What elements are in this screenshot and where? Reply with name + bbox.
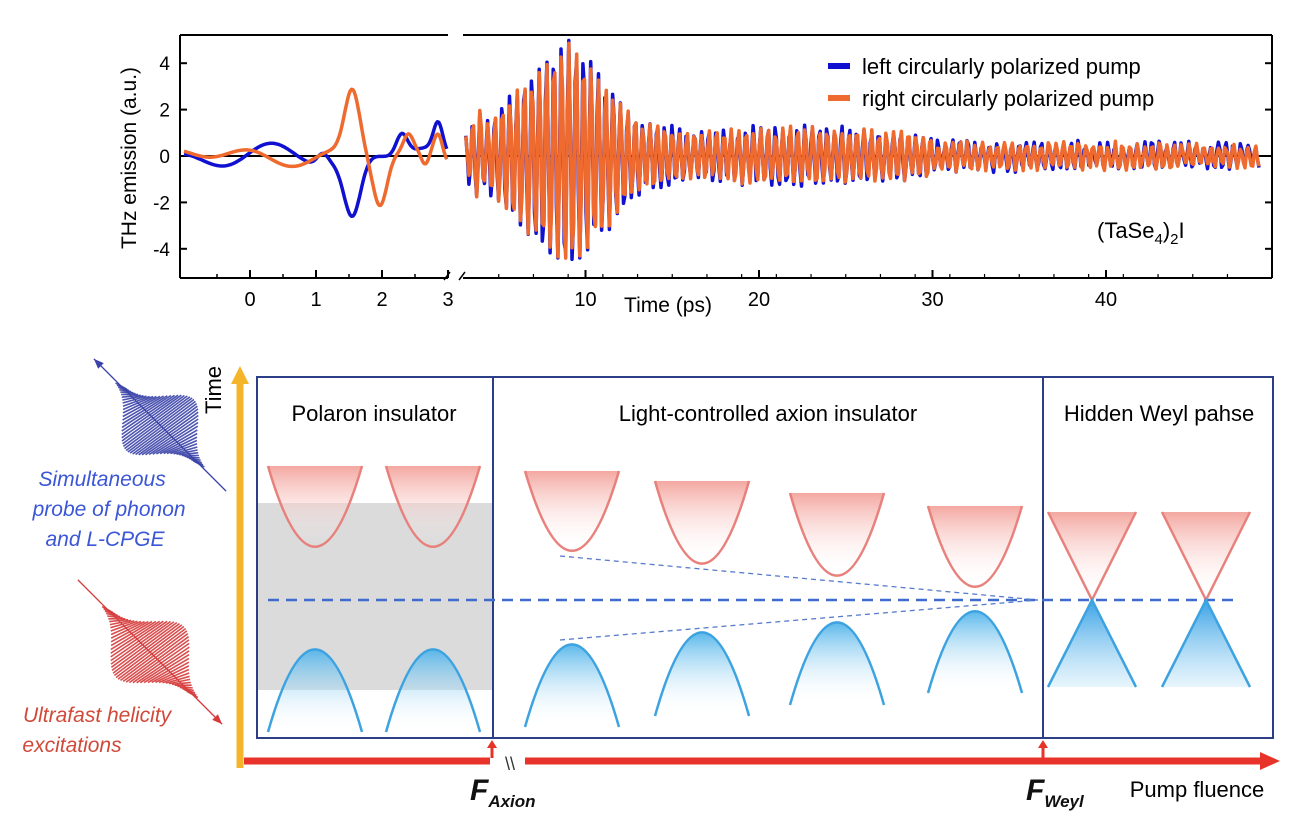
probe-label: Simultaneous probe of phonon and L-CPGE — [32, 468, 192, 551]
panel-title-weyl: Hidden Weyl pahse — [1064, 401, 1254, 426]
valence-band — [653, 631, 751, 717]
valence-band — [926, 610, 1024, 694]
series-right-circular — [183, 41, 1261, 260]
x-tick-label: 20 — [748, 289, 770, 311]
x-tick-label: 30 — [921, 289, 943, 311]
f-axion-label: FAxion — [470, 774, 536, 811]
x-tick-label: 0 — [244, 289, 255, 311]
x-tick-label: 3 — [442, 289, 453, 311]
chart-legend: left circularly polarized pump right cir… — [828, 54, 1154, 111]
series-line-right-seg2 — [464, 41, 1261, 260]
legend-label-left: left circularly polarized pump — [862, 54, 1141, 79]
fluence-axis-arrowhead — [1260, 752, 1280, 770]
valence-band — [788, 621, 886, 706]
time-axis-label: Time — [201, 366, 226, 414]
valence-band — [384, 648, 482, 733]
weyl-marker-arrow — [1038, 740, 1048, 748]
axis-break-mark — [458, 271, 466, 281]
x-tick-label: 40 — [1095, 289, 1117, 311]
conduction-band — [653, 480, 751, 565]
fluence-axis-label: Pump fluence — [1130, 777, 1265, 802]
y-tick-label: 2 — [159, 101, 170, 122]
axion-marker-arrow — [487, 740, 497, 748]
legend-label-right: right circularly polarized pump — [862, 86, 1154, 111]
y-tick-label: -4 — [153, 240, 170, 261]
conduction-band — [788, 492, 886, 577]
y-axis-label: THz emission (a.u.) — [118, 67, 141, 249]
x-ticks: 0 1 2 3 10 20 30 40 — [216, 270, 1229, 311]
probe-pulse-icon — [93, 358, 227, 492]
phase-diagram: Time \\ Pump fluence FAxion FWeyl Polaro… — [22, 358, 1280, 811]
weyl-cone — [1046, 511, 1138, 688]
panel-title-polaron: Polaron insulator — [291, 401, 456, 426]
material-label: (TaSe4)2I — [1097, 218, 1185, 248]
conduction-band — [926, 505, 1024, 588]
y-ticks: 4 2 0 -2 -4 — [153, 54, 1272, 261]
y-tick-label: 4 — [159, 54, 170, 75]
conduction-band — [266, 465, 364, 548]
valence-band — [266, 648, 364, 733]
fluence-axis-break: \\ — [505, 754, 515, 774]
gap-convergence-lower — [559, 599, 1039, 641]
band-structures — [266, 465, 1252, 733]
x-tick-label: 1 — [310, 289, 321, 311]
panel-frame-weyl — [1042, 376, 1274, 739]
time-axis-arrowhead — [231, 366, 249, 384]
f-weyl-label: FWeyl — [1026, 774, 1085, 811]
panel-title-axion: Light-controlled axion insulator — [619, 401, 917, 426]
series-line-right-seg1 — [183, 87, 449, 208]
conduction-band — [384, 465, 482, 548]
weyl-cone — [1160, 511, 1252, 688]
y-tick-label: -2 — [153, 193, 170, 214]
y-tick-label: 0 — [159, 147, 170, 168]
excitation-label: Ultrafast helicity excitations — [22, 704, 177, 757]
valence-band — [523, 643, 621, 728]
thz-chart: 420-2-4 0 1 2 3 10 20 30 40 THz emission (a.u.)… — [118, 34, 1273, 317]
x-tick-label: 2 — [376, 289, 387, 311]
x-axis-label: Time (ps) — [624, 294, 712, 317]
excitation-pulse-icon — [77, 579, 223, 725]
gap-convergence-upper — [559, 555, 1039, 601]
x-tick-label: 10 — [574, 289, 596, 311]
conduction-band — [523, 470, 621, 553]
